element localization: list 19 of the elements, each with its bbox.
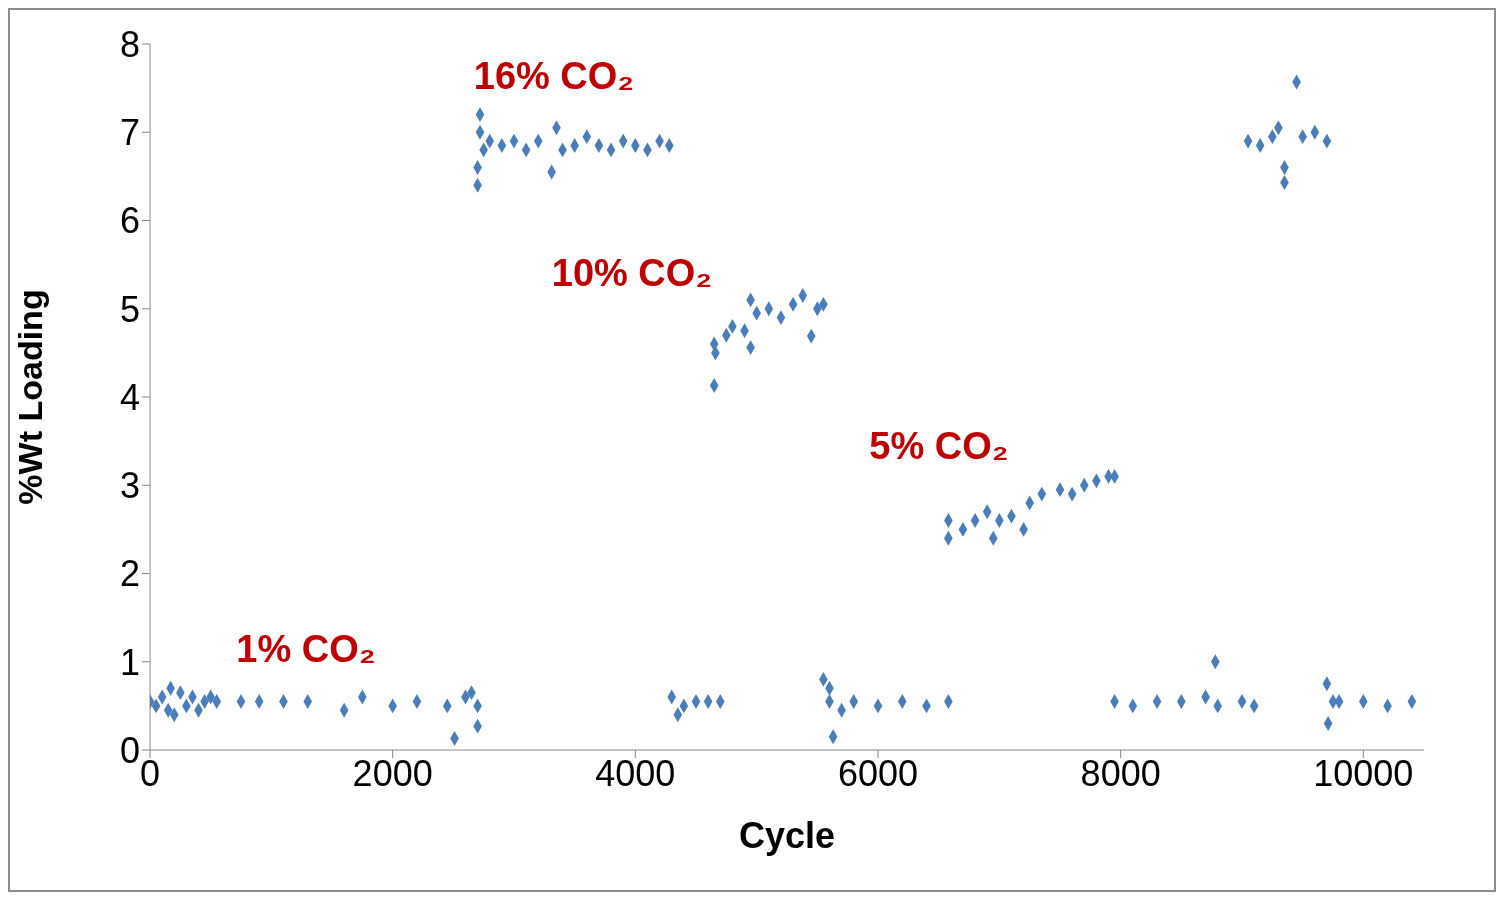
- annotation: 10% CO₂: [551, 252, 713, 294]
- y-tick-label: 8: [119, 23, 140, 65]
- y-tick-label: 6: [119, 200, 140, 242]
- y-tick-label: 3: [119, 465, 140, 507]
- x-tick-label: 6000: [837, 752, 919, 794]
- x-tick-label: 2000: [352, 752, 433, 794]
- y-tick-label: 5: [119, 288, 140, 330]
- x-tick-label: 4000: [595, 752, 676, 794]
- x-axis-title: Cycle: [738, 815, 836, 856]
- y-tick-label: 4: [119, 376, 140, 418]
- x-tick-label: 10000: [1313, 752, 1414, 794]
- y-tick-label: 2: [119, 553, 140, 595]
- y-axis-title: %Wt Loading: [11, 289, 50, 505]
- annotation: 5% CO₂: [869, 425, 1009, 467]
- y-tick-label: 7: [119, 112, 140, 154]
- annotation: 1% CO₂: [236, 628, 376, 670]
- x-tick-label: 8000: [1080, 752, 1161, 794]
- y-tick-label: 1: [119, 641, 140, 683]
- annotation: 16% CO₂: [473, 55, 635, 97]
